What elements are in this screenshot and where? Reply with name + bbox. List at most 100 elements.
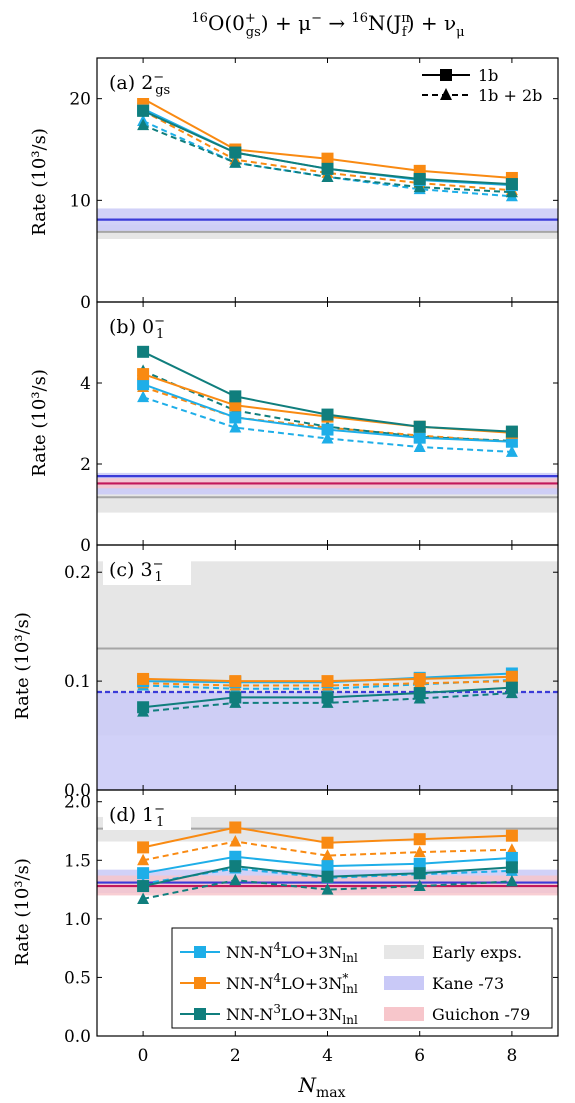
data-point (505, 445, 518, 457)
x-tick-label: 6 (414, 1046, 425, 1066)
legend-triangle-marker (440, 88, 452, 100)
data-point (229, 156, 242, 168)
legend-band-label: Guichon -79 (432, 1005, 530, 1024)
data-point (137, 880, 150, 893)
legend-series-marker (194, 1008, 206, 1020)
legend-series-label: NN-N4LO+3N* lnl (226, 971, 358, 996)
data-point (505, 185, 518, 198)
data-point (137, 853, 150, 866)
data-point (321, 870, 334, 883)
data-point (321, 675, 334, 688)
panel-d-label: (d) 1− 1 (103, 796, 191, 830)
data-point (413, 867, 426, 880)
data-point (229, 146, 242, 159)
series-legend: NN-N4LO+3Nlnl NN-N4LO+3N* lnl NN-N3LO+3Nlnl… (171, 927, 553, 1029)
y-tick-label: 2.0 (64, 793, 91, 813)
data-point (137, 841, 150, 854)
data-point (137, 867, 150, 880)
legend-dashed-label: 1b + 2b (478, 86, 542, 105)
data-point (505, 861, 518, 874)
data-point (321, 836, 334, 849)
legend-band-label: Early exps. (432, 943, 522, 962)
data-point (229, 421, 242, 433)
panel-a-label: (a) 2− gs (103, 64, 191, 98)
data-point (321, 849, 334, 861)
data-point (413, 845, 426, 858)
y-axis-label-b: Rate (10³/s) (29, 369, 50, 477)
y-axis-label-a: Rate (10³/s) (29, 128, 50, 236)
data-point (229, 860, 242, 873)
y-tick-label: 0 (80, 293, 91, 313)
y-tick-label: 1.0 (64, 910, 91, 930)
data-point (413, 180, 426, 193)
data-point (321, 152, 334, 165)
data-point (229, 835, 242, 847)
data-point (229, 675, 242, 688)
data-point (321, 170, 334, 182)
data-point (413, 857, 426, 870)
series-line-nn-n3lo-3nlnl-1b-2b (142, 879, 512, 900)
y-tick-label: 4 (80, 374, 91, 394)
data-point (229, 411, 242, 424)
x-axis-label: Nmax (297, 1073, 345, 1101)
data-point (505, 874, 518, 887)
data-point (321, 883, 334, 895)
data-point (505, 178, 518, 191)
y-tick-label: 0.1 (64, 672, 91, 692)
y-tick-label: 0.0 (64, 781, 91, 801)
data-point (229, 850, 242, 863)
y-tick-label: 0 (80, 536, 91, 556)
data-point (413, 879, 426, 892)
legend-band-swatch (384, 976, 424, 990)
panel-b-plot-area (97, 345, 558, 513)
legend-series-label: NN-N4LO+3Nlnl (226, 940, 358, 965)
data-point (413, 687, 426, 700)
data-point (137, 345, 150, 358)
legend-band-label: Kane -73 (432, 974, 504, 993)
series-line-nn-n4lo-3nlnl-1b-2b (142, 110, 512, 192)
data-point (505, 425, 518, 438)
panel-a-plot-area (97, 92, 558, 239)
svg-text:(b) 0−1: (b) 0− 1 (109, 314, 165, 342)
svg-text:(a) 2−gs: (a) 2− gs (109, 70, 170, 98)
data-point (137, 104, 150, 117)
panel-c-plot-area (97, 561, 558, 790)
y-axis-label-c: Rate (10³/s) (12, 612, 33, 720)
series-line-nn-n4lo-3nlnl-1b-2b (142, 396, 512, 453)
svg-text:(d) 1−1: (d) 1− 1 (109, 802, 165, 830)
data-point (229, 821, 242, 834)
x-tick-label: 8 (506, 1046, 517, 1066)
panel-b: 0 2 4 (b) 0− 1 (80, 301, 559, 556)
legend-square-marker (440, 69, 452, 81)
data-point (137, 378, 150, 391)
figure-title: 16O(0+ gs) + μ− → 16N(Jπ f) + νμ (191, 11, 464, 40)
data-point (505, 829, 518, 842)
panel-c: 0.0 0.1 0.2 (c) 3− 1 (64, 544, 559, 801)
data-point (321, 423, 334, 436)
legend-series-marker (194, 946, 206, 958)
svg-text:(c) 3−1: (c) 3− 1 (109, 557, 164, 585)
data-point (321, 860, 334, 873)
panel-d-plot-area (97, 816, 558, 904)
panel-d: 0.0 0.5 1.0 1.5 2.0 0 2 4 6 8 (d) 1− 1 (64, 789, 559, 1066)
data-point (413, 672, 426, 685)
y-tick-label: 1.5 (64, 851, 91, 871)
data-point (321, 408, 334, 421)
legend-series-label: NN-N3LO+3Nlnl (226, 1002, 358, 1027)
data-point (505, 851, 518, 864)
data-point (137, 672, 150, 685)
x-tick-label: 4 (322, 1046, 333, 1066)
series-line-nn-n4lo-3nlnl-1b-2b (142, 840, 512, 862)
y-tick-label: 2 (80, 455, 91, 475)
y-tick-label: 10 (69, 191, 91, 211)
y-tick-label: 0.2 (64, 563, 91, 583)
data-point (137, 390, 150, 403)
panel-c-label: (c) 3− 1 (103, 551, 191, 585)
data-point (321, 691, 334, 704)
data-point (137, 118, 150, 131)
data-point (229, 390, 242, 403)
y-tick-label: 0.5 (64, 968, 91, 988)
data-point (137, 368, 150, 381)
panel-b-label: (b) 0− 1 (103, 308, 191, 342)
